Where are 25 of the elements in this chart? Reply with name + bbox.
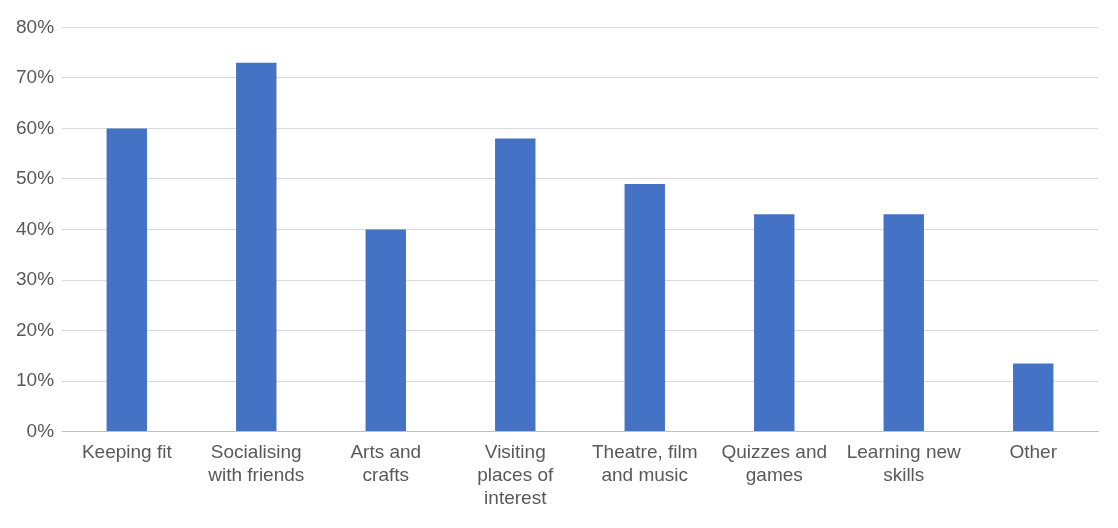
y-tick-label: 20% xyxy=(16,318,55,340)
bar xyxy=(754,214,795,432)
bar xyxy=(236,62,277,432)
bar xyxy=(495,138,536,432)
y-tick-label: 0% xyxy=(26,419,55,441)
y-tick-label: 30% xyxy=(16,268,55,290)
x-tick-label: Learning new skills xyxy=(846,441,962,486)
bar xyxy=(365,229,406,432)
x-tick-label: Keeping fit xyxy=(81,441,173,463)
x-tick-label: Socialising with friends xyxy=(207,441,305,486)
x-tick-label: Arts and crafts xyxy=(350,441,422,486)
x-tick-label: Theatre, film and music xyxy=(591,441,698,486)
y-tick-label: 40% xyxy=(16,217,55,239)
bar xyxy=(883,214,924,432)
x-tick-label: Visiting places of interest xyxy=(477,441,555,508)
bar xyxy=(1013,363,1054,432)
x-tick-label: Other xyxy=(1009,441,1058,463)
y-tick-label: 70% xyxy=(16,66,55,88)
y-tick-label: 60% xyxy=(16,116,55,138)
bar xyxy=(106,128,147,432)
bar xyxy=(624,184,665,432)
y-tick-label: 10% xyxy=(16,369,55,391)
x-tick-label: Quizzes and games xyxy=(721,441,828,486)
y-tick-label: 50% xyxy=(16,167,55,189)
y-tick-label: 80% xyxy=(16,15,55,37)
